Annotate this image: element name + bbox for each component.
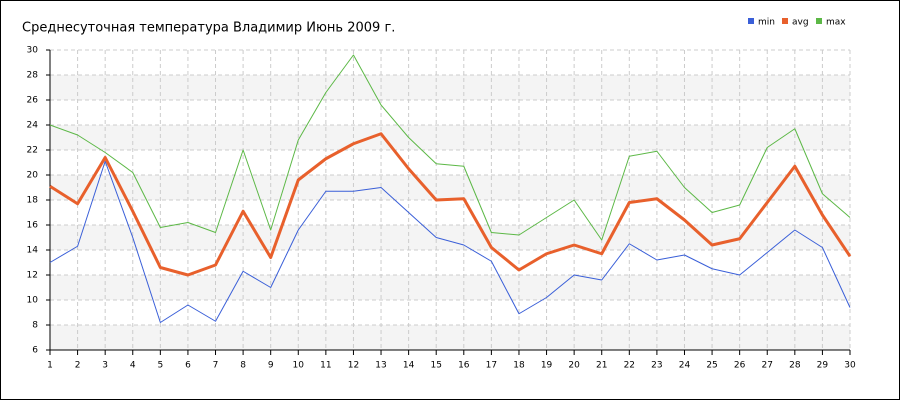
chart-title: Среднесуточная температура Владимир Июнь… — [22, 21, 395, 36]
x-tick-label: 3 — [102, 361, 108, 371]
legend-swatch — [748, 18, 754, 24]
x-tick-label: 22 — [624, 361, 635, 371]
legend-label: max — [826, 18, 846, 28]
x-tick-label: 12 — [348, 361, 359, 371]
x-tick-label: 23 — [651, 361, 662, 371]
x-tick-label: 6 — [185, 361, 191, 371]
y-tick-label: 30 — [27, 46, 39, 56]
legend-swatch — [816, 18, 822, 24]
x-tick-label: 14 — [403, 361, 415, 371]
band — [50, 275, 850, 300]
x-tick-label: 27 — [762, 361, 773, 371]
y-tick-label: 24 — [27, 121, 39, 131]
x-tick-label: 9 — [268, 361, 274, 371]
series-line — [49, 54, 851, 241]
x-tick-label: 26 — [734, 361, 746, 371]
x-tick-label: 29 — [817, 361, 829, 371]
band — [50, 125, 850, 150]
y-tick-label: 18 — [27, 196, 39, 206]
legend-swatch — [782, 18, 788, 24]
y-tick-label: 26 — [27, 96, 39, 106]
x-tick-label: 24 — [679, 361, 691, 371]
x-tick-label: 18 — [513, 361, 525, 371]
band — [50, 225, 850, 250]
y-tick-label: 22 — [27, 146, 38, 156]
x-tick-label: 25 — [706, 361, 717, 371]
x-tick-label: 15 — [430, 361, 441, 371]
x-tick-label: 4 — [130, 361, 136, 371]
x-tick-label: 2 — [75, 361, 81, 371]
band — [50, 325, 850, 350]
x-tick-label: 19 — [541, 361, 553, 371]
series-line — [49, 160, 851, 323]
x-tick-label: 16 — [458, 361, 470, 371]
x-tick-label: 21 — [596, 361, 607, 371]
series-line — [49, 132, 852, 277]
x-tick-label: 7 — [213, 361, 219, 371]
x-tick-label: 5 — [157, 361, 163, 371]
legend-label: min — [758, 18, 775, 28]
y-tick-label: 16 — [27, 221, 39, 231]
y-tick-label: 20 — [27, 171, 39, 181]
y-tick-label: 8 — [32, 321, 38, 331]
x-tick-label: 20 — [568, 361, 580, 371]
x-tick-label: 11 — [320, 361, 331, 371]
band — [50, 175, 850, 200]
x-tick-label: 13 — [375, 361, 386, 371]
y-tick-label: 10 — [27, 296, 39, 306]
x-tick-label: 10 — [293, 361, 305, 371]
y-tick-label: 12 — [27, 271, 38, 281]
legend-label: avg — [792, 18, 809, 28]
y-tick-label: 14 — [27, 246, 39, 256]
x-tick-label: 8 — [240, 361, 246, 371]
x-tick-label: 17 — [486, 361, 497, 371]
x-tick-label: 28 — [789, 361, 801, 371]
band — [50, 75, 850, 100]
x-tick-label: 30 — [844, 361, 856, 371]
x-tick-label: 1 — [47, 361, 53, 371]
y-tick-label: 6 — [32, 346, 38, 356]
y-tick-label: 28 — [27, 71, 39, 81]
